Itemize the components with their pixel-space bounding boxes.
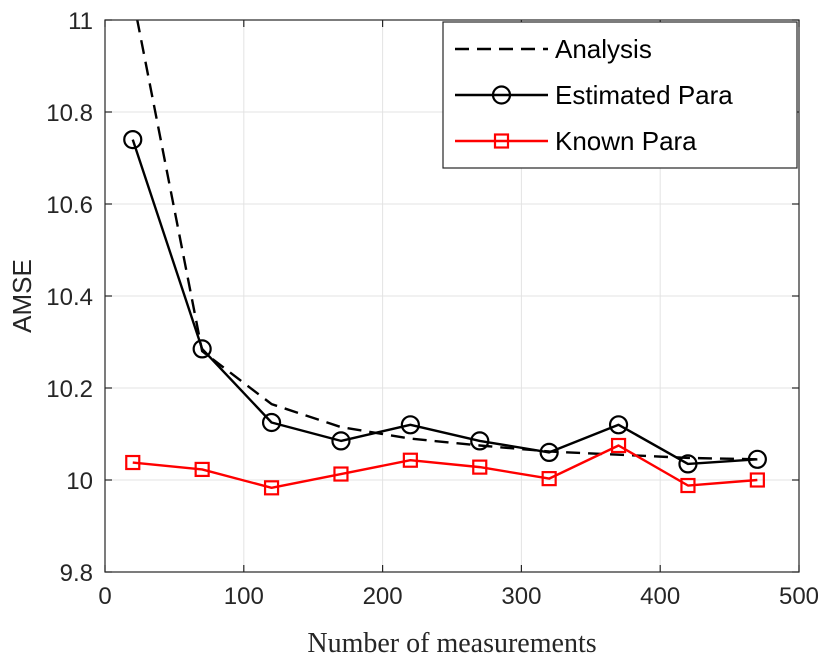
series-line	[136, 20, 758, 461]
data-point-marker	[123, 130, 143, 150]
x-tick-label: 400	[640, 583, 680, 610]
x-tick-label: 100	[224, 583, 264, 610]
y-axis-label: AMSE	[7, 259, 37, 333]
data-point-marker	[610, 437, 627, 454]
data-point-marker	[470, 431, 490, 451]
y-tick-label: 10.2	[46, 376, 93, 403]
data-point-marker	[192, 339, 212, 359]
legend-label: Analysis	[555, 34, 652, 64]
legend-label: Estimated Para	[555, 80, 733, 110]
y-tick-label: 10.6	[46, 192, 93, 219]
data-point-marker	[472, 459, 488, 475]
data-point-marker	[747, 449, 767, 469]
y-tick-label: 10.8	[46, 100, 93, 127]
data-point-marker	[333, 466, 349, 482]
data-point-marker	[331, 431, 351, 451]
data-point-marker	[125, 454, 141, 471]
y-tick-label: 11	[68, 8, 93, 35]
x-axis-label: Number of measurements	[307, 628, 596, 659]
x-tick-label: 500	[779, 583, 819, 610]
data-point-marker	[194, 461, 210, 478]
data-point-marker	[400, 415, 420, 435]
data-point-marker	[680, 477, 696, 494]
legend-marker	[493, 133, 510, 149]
data-point-marker	[749, 472, 765, 488]
x-tick-label: 300	[501, 583, 541, 610]
series-analysis	[136, 20, 758, 461]
x-tick-label: 200	[363, 583, 403, 610]
data-point-marker	[608, 415, 629, 435]
axis-ticks: 0 100 200 300 400 500 9.8 10 10.2 10.4 10.6 10.8 11	[46, 8, 819, 610]
data-point-marker	[541, 471, 557, 487]
legend: Analysis Estimated Para Known Para	[442, 21, 798, 169]
data-point-marker	[539, 442, 559, 462]
series-line	[131, 139, 758, 466]
data-point-marker	[678, 454, 698, 474]
series-estimated-para	[123, 130, 767, 474]
data-point-marker	[402, 452, 418, 468]
x-tick-label: 0	[98, 583, 111, 610]
series-known-para	[125, 437, 765, 496]
series-line	[132, 444, 758, 490]
data-point-marker	[263, 480, 280, 496]
legend-marker	[491, 85, 512, 105]
legend-label: Known Para	[555, 126, 697, 156]
y-tick-label: 9.8	[60, 560, 93, 587]
y-tick-label: 10	[66, 468, 93, 495]
y-tick-label: 10.4	[46, 284, 93, 311]
plot-series	[123, 20, 767, 496]
axis-labels: AMSE Number of measurements	[7, 259, 597, 659]
data-point-marker	[261, 412, 282, 433]
